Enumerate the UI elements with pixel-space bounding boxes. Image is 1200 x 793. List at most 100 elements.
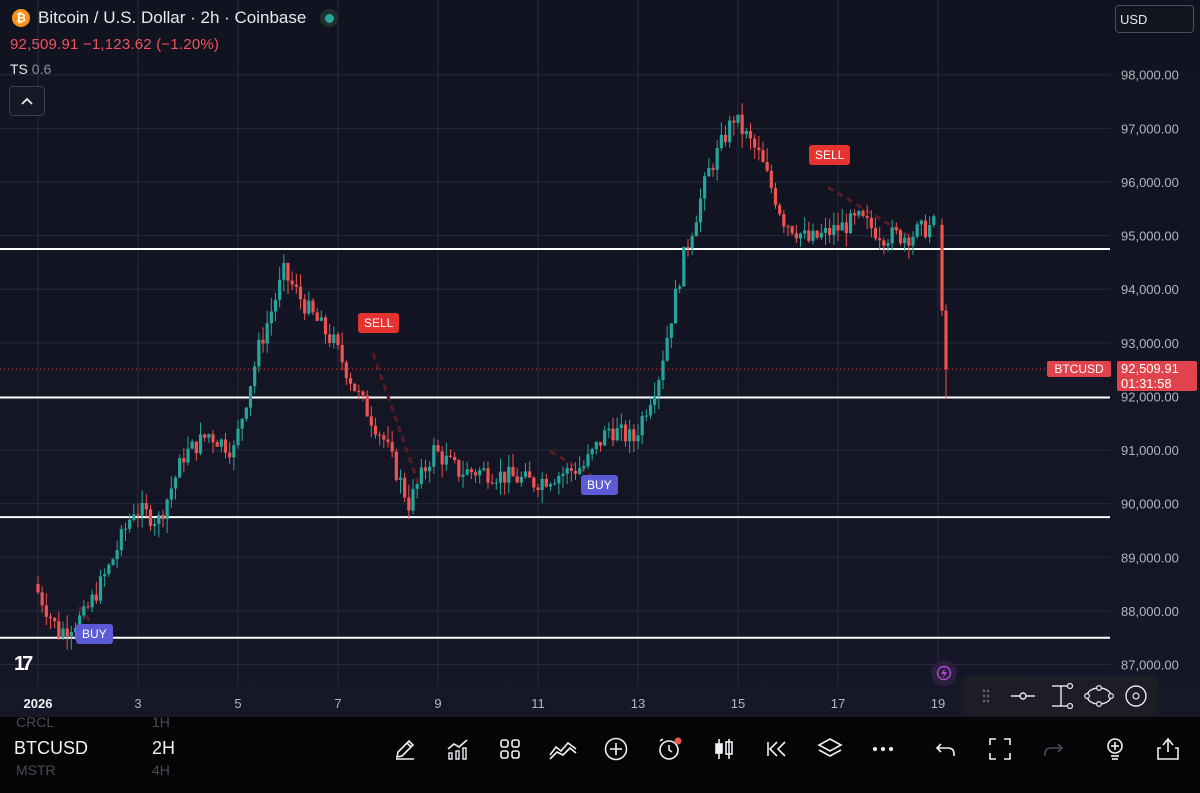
- candle-body: [386, 439, 390, 443]
- candle-body: [703, 176, 707, 199]
- candle-body: [690, 236, 694, 249]
- share-icon[interactable]: [1153, 734, 1183, 764]
- price-chart[interactable]: 87,000.00 88,000.00 89,000.00 90,000.00 91,0…: [0, 0, 1200, 717]
- layers-icon[interactable]: [815, 734, 845, 764]
- candle-body: [748, 131, 753, 139]
- ellipse-tool-icon[interactable]: [1083, 681, 1114, 711]
- candle-body: [882, 240, 886, 246]
- lightning-icon[interactable]: [931, 660, 957, 686]
- x-tick-label: 17: [831, 696, 845, 711]
- circle-tool-icon[interactable]: [1121, 681, 1151, 711]
- y-tick-label: 95,000.00: [1121, 229, 1179, 244]
- candle-body: [173, 477, 178, 489]
- currency-selector[interactable]: USD: [1115, 5, 1194, 33]
- candle-body: [640, 416, 644, 436]
- replay-icon[interactable]: [762, 734, 792, 764]
- candle-body: [907, 237, 911, 246]
- signal-trail: [827, 186, 909, 237]
- indicator-value: 0.6: [31, 61, 52, 77]
- candle-body: [944, 310, 948, 370]
- candle-body: [111, 559, 115, 565]
- drag-handle-icon[interactable]: [971, 681, 1001, 711]
- candle-body: [836, 225, 840, 231]
- candle-body: [465, 469, 469, 475]
- horizontal-ray-icon[interactable]: [1008, 681, 1038, 711]
- candle-body: [819, 232, 823, 238]
- alert-clock-icon[interactable]: [655, 734, 685, 764]
- idea-icon[interactable]: [1100, 734, 1130, 764]
- price-range-icon[interactable]: [1046, 681, 1076, 711]
- pen-icon[interactable]: [390, 734, 420, 764]
- undo-icon[interactable]: [931, 734, 961, 764]
- candle-body: [282, 263, 286, 280]
- candle-body: [461, 474, 465, 477]
- candles-icon[interactable]: [709, 734, 739, 764]
- interval-selector[interactable]: 2H: [152, 738, 176, 758]
- candle-body: [732, 120, 736, 123]
- candle-body: [394, 451, 398, 480]
- candle-body: [865, 216, 869, 218]
- candle-body: [519, 476, 523, 483]
- candle-body: [115, 550, 119, 560]
- candle-body: [623, 424, 628, 442]
- candle-body: [657, 380, 661, 396]
- candle-body: [511, 466, 515, 477]
- watchlist-next-symbol[interactable]: MSTR: [16, 762, 56, 778]
- candle-body: [569, 468, 573, 471]
- candle-body: [665, 337, 669, 361]
- candle-body: [903, 237, 907, 244]
- candle-body: [303, 299, 307, 314]
- fullscreen-icon[interactable]: [985, 734, 1015, 764]
- watchlist-prev-interval: 1H: [152, 714, 170, 730]
- redo-icon[interactable]: [1038, 734, 1068, 764]
- candle-body: [773, 187, 778, 206]
- watchlist-prev-symbol[interactable]: CRCL: [16, 714, 55, 730]
- candle-body: [915, 224, 919, 237]
- candle-body: [223, 439, 228, 453]
- indicators-icon[interactable]: [443, 734, 473, 764]
- chart-grid: [0, 0, 1110, 686]
- tradingview-logo: 17: [14, 653, 33, 675]
- strategy-icon[interactable]: [548, 734, 578, 764]
- candle-body: [94, 594, 98, 601]
- indicator-legend[interactable]: TS 0.6: [10, 61, 51, 77]
- candle-body: [232, 445, 236, 458]
- candle-body: [157, 514, 161, 524]
- add-icon[interactable]: [601, 734, 631, 764]
- candle-body: [469, 469, 473, 473]
- candle-body: [440, 451, 444, 465]
- candle-body: [294, 284, 298, 287]
- candle-body: [669, 323, 673, 338]
- candle-body: [536, 487, 540, 490]
- candle-body: [548, 484, 553, 487]
- candle-body: [528, 471, 532, 478]
- candle-body: [73, 627, 78, 633]
- candle-body: [194, 441, 198, 454]
- candle-body: [603, 430, 607, 446]
- candle-body: [323, 317, 328, 335]
- y-tick-label: 97,000.00: [1121, 121, 1179, 136]
- candle-body: [132, 514, 136, 520]
- chart-header: ₿ Bitcoin / U.S. Dollar · 2h · Coinbase: [12, 8, 339, 28]
- candle-body: [632, 429, 636, 442]
- more-icon[interactable]: [868, 734, 898, 764]
- drawing-tools-panel[interactable]: [963, 676, 1159, 716]
- candle-body: [336, 334, 340, 346]
- candle-body: [811, 230, 815, 241]
- x-tick-label: 5: [234, 696, 241, 711]
- x-tick-label: 9: [434, 696, 441, 711]
- candle-body: [228, 452, 232, 458]
- collapse-legend-button[interactable]: [9, 86, 45, 116]
- last-price-value: 92,509.91: [1121, 361, 1179, 376]
- layouts-icon[interactable]: [495, 734, 525, 764]
- candle-body: [419, 467, 423, 485]
- candle-body: [940, 224, 944, 311]
- candlesticks: [36, 103, 948, 650]
- candle-body: [215, 442, 219, 447]
- signal-trail: [371, 353, 420, 483]
- candle-body: [611, 428, 615, 441]
- candle-body: [798, 233, 803, 239]
- symbol-selector[interactable]: BTCUSD: [14, 738, 89, 758]
- symbol-title[interactable]: Bitcoin / U.S. Dollar · 2h · Coinbase: [38, 8, 307, 27]
